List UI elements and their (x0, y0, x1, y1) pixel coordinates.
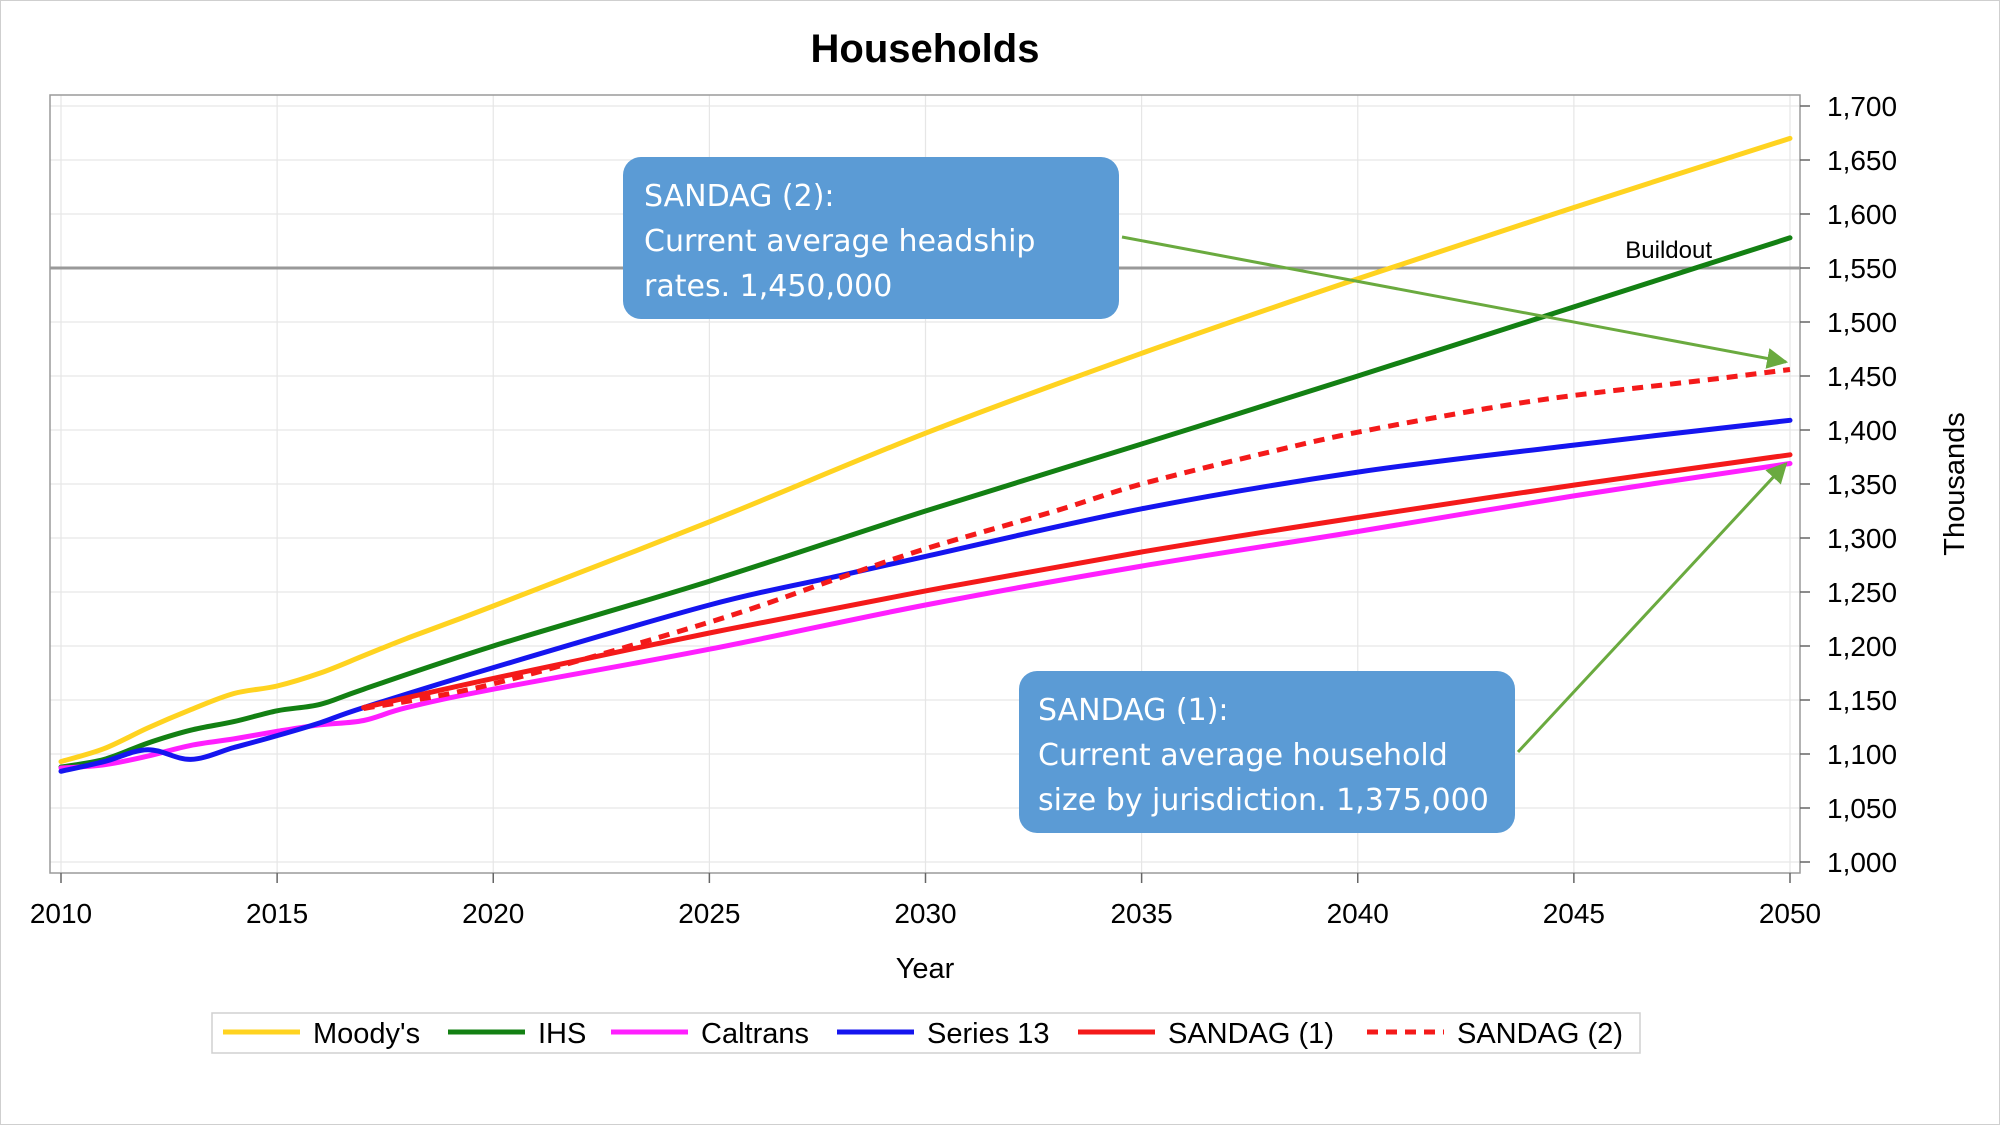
y-tick-label: 1,300 (1827, 523, 1897, 554)
series-group (58, 135, 1793, 774)
legend: Moody's IHS Caltrans Series 13 SANDAG (1) SAN… (211, 1012, 1641, 1054)
callout-text-line: SANDAG (2): (644, 179, 835, 214)
y-axis-title: Thousands (1939, 412, 1971, 556)
legend-label: SANDAG (2) (1457, 1018, 1623, 1050)
series-line-sandag-1 (361, 452, 1793, 711)
legend-item-ihs: IHS (448, 1018, 586, 1050)
callout-box (1019, 671, 1515, 833)
callout-1: SANDAG (2): Current average headship rates… (623, 157, 1789, 369)
x-tick-label: 2050 (1759, 898, 1821, 929)
y-tick-label: 1,650 (1827, 145, 1897, 176)
callout-text-line: rates. 1,450,000 (644, 269, 892, 304)
legend-label: Moody's (313, 1018, 420, 1050)
annotations: SANDAG (2): Current average headship rates… (623, 157, 1789, 833)
x-axis-title: Year (896, 953, 955, 985)
series-line-sandag-2 (363, 367, 1791, 712)
y-tick-label: 1,200 (1827, 631, 1897, 662)
legend-label: SANDAG (1) (1168, 1018, 1334, 1050)
x-tick-label: 2020 (462, 898, 524, 929)
y-tick-label: 1,050 (1827, 793, 1897, 824)
y-tick-label: 1,350 (1827, 469, 1897, 500)
y-tick-label: 1,500 (1827, 307, 1897, 338)
y-tick-label: 1,450 (1827, 361, 1897, 392)
y-tick-label: 1,700 (1827, 91, 1897, 122)
x-tick-label: 2040 (1327, 898, 1389, 929)
callout-arrow (1516, 461, 1788, 754)
y-tick-label: 1,100 (1827, 739, 1897, 770)
buildout-label: Buildout (1625, 237, 1712, 264)
x-tick-label: 2010 (30, 898, 92, 929)
y-tick-label: 1,600 (1827, 199, 1897, 230)
callout-text-line: size by jurisdiction. 1,375,000 (1038, 783, 1489, 818)
chart-title: Households (811, 27, 1040, 71)
callout-box (623, 157, 1119, 319)
callout-2: SANDAG (1): Current average household size… (1019, 461, 1788, 833)
y-tick-label: 1,150 (1827, 685, 1897, 716)
legend-label: IHS (538, 1018, 586, 1050)
callout-text-line: SANDAG (1): (1038, 693, 1229, 728)
series-line-series-13 (58, 417, 1793, 774)
legend-item-series-13: Series 13 (837, 1018, 1050, 1050)
series-line-moody-s (58, 135, 1793, 765)
legend-item-sandag-1: SANDAG (1) (1078, 1018, 1334, 1050)
series-line-ihs (58, 235, 1793, 770)
axes: 2010 2015 2020 2025 2030 2035 2040 2045 20501,00… (30, 91, 1897, 929)
callout-text-line: Current average headship (644, 224, 1035, 259)
x-tick-label: 2025 (678, 898, 740, 929)
y-tick-label: 1,400 (1827, 415, 1897, 446)
legend-item-caltrans: Caltrans (611, 1018, 809, 1050)
y-tick-label: 1,250 (1827, 577, 1897, 608)
callout-text-line: Current average household (1038, 738, 1448, 773)
y-tick-label: 1,550 (1827, 253, 1897, 284)
x-tick-label: 2030 (894, 898, 956, 929)
callout-arrow (1121, 235, 1789, 369)
y-tick-label: 1,000 (1827, 847, 1897, 878)
series-line-caltrans (58, 461, 1793, 771)
x-tick-label: 2035 (1110, 898, 1172, 929)
legend-label: Caltrans (701, 1018, 809, 1050)
legend-label: Series 13 (927, 1018, 1050, 1050)
x-tick-label: 2015 (246, 898, 308, 929)
x-tick-label: 2045 (1543, 898, 1605, 929)
legend-item-moody-s: Moody's (223, 1018, 420, 1050)
legend-item-sandag-2: SANDAG (2) (1367, 1018, 1623, 1050)
